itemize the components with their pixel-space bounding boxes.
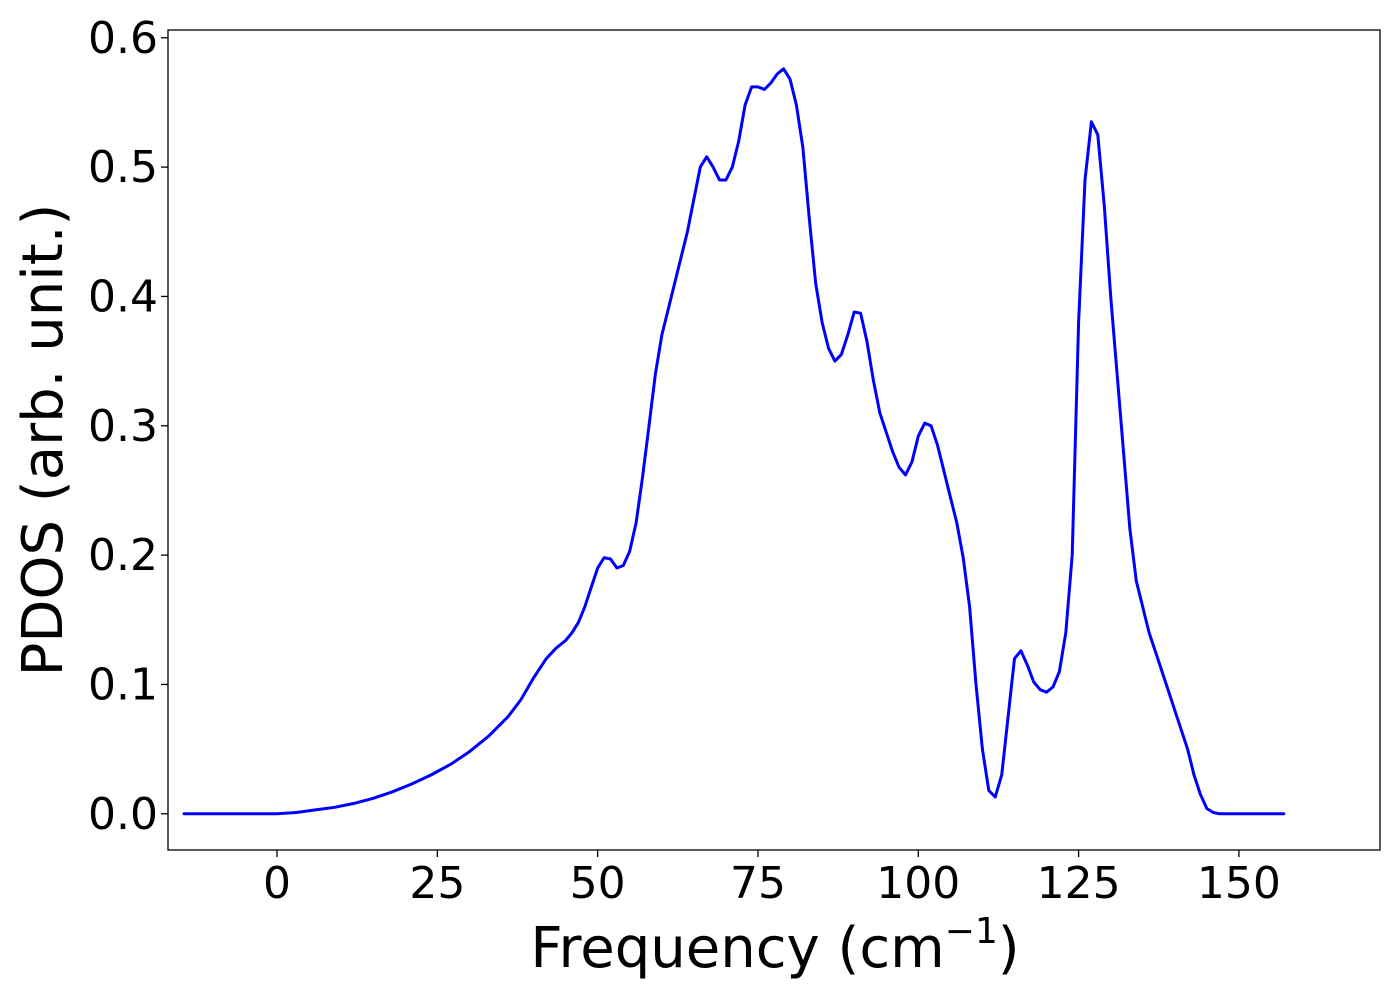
y-tick-label: 0.4 xyxy=(88,271,158,322)
x-axis-title-text: Frequency (cm xyxy=(530,916,944,981)
x-axis-title-superscript: −1 xyxy=(945,911,998,952)
x-axis-title: Frequency (cm−1) xyxy=(530,911,1019,981)
x-tick-label: 100 xyxy=(876,858,960,909)
y-tick-label: 0.3 xyxy=(88,401,158,452)
x-tick-label: 125 xyxy=(1037,858,1121,909)
y-axis-ticks: 0.0 0.1 0.2 0.3 0.4 0.5 0.6 xyxy=(88,13,168,840)
x-tick-label: 50 xyxy=(570,858,626,909)
y-axis-title: PDOS (arb. unit.) xyxy=(11,204,76,677)
y-tick-label: 0.6 xyxy=(88,13,158,64)
plot-frame xyxy=(167,29,1381,851)
y-tick-label: 0.0 xyxy=(88,789,158,840)
x-tick-label: 75 xyxy=(730,858,786,909)
x-axis-ticks: 0 25 50 75 100 125 150 xyxy=(263,850,1281,909)
x-tick-label: 0 xyxy=(263,858,291,909)
y-tick-label: 0.5 xyxy=(88,142,158,193)
series-line-1 xyxy=(182,67,1286,816)
y-tick-label: 0.1 xyxy=(88,659,158,710)
x-axis-title-close: ) xyxy=(998,916,1020,981)
plot-area xyxy=(167,29,1381,851)
y-tick-label: 0.2 xyxy=(88,530,158,581)
x-tick-label: 25 xyxy=(409,858,465,909)
x-tick-label: 150 xyxy=(1197,858,1281,909)
